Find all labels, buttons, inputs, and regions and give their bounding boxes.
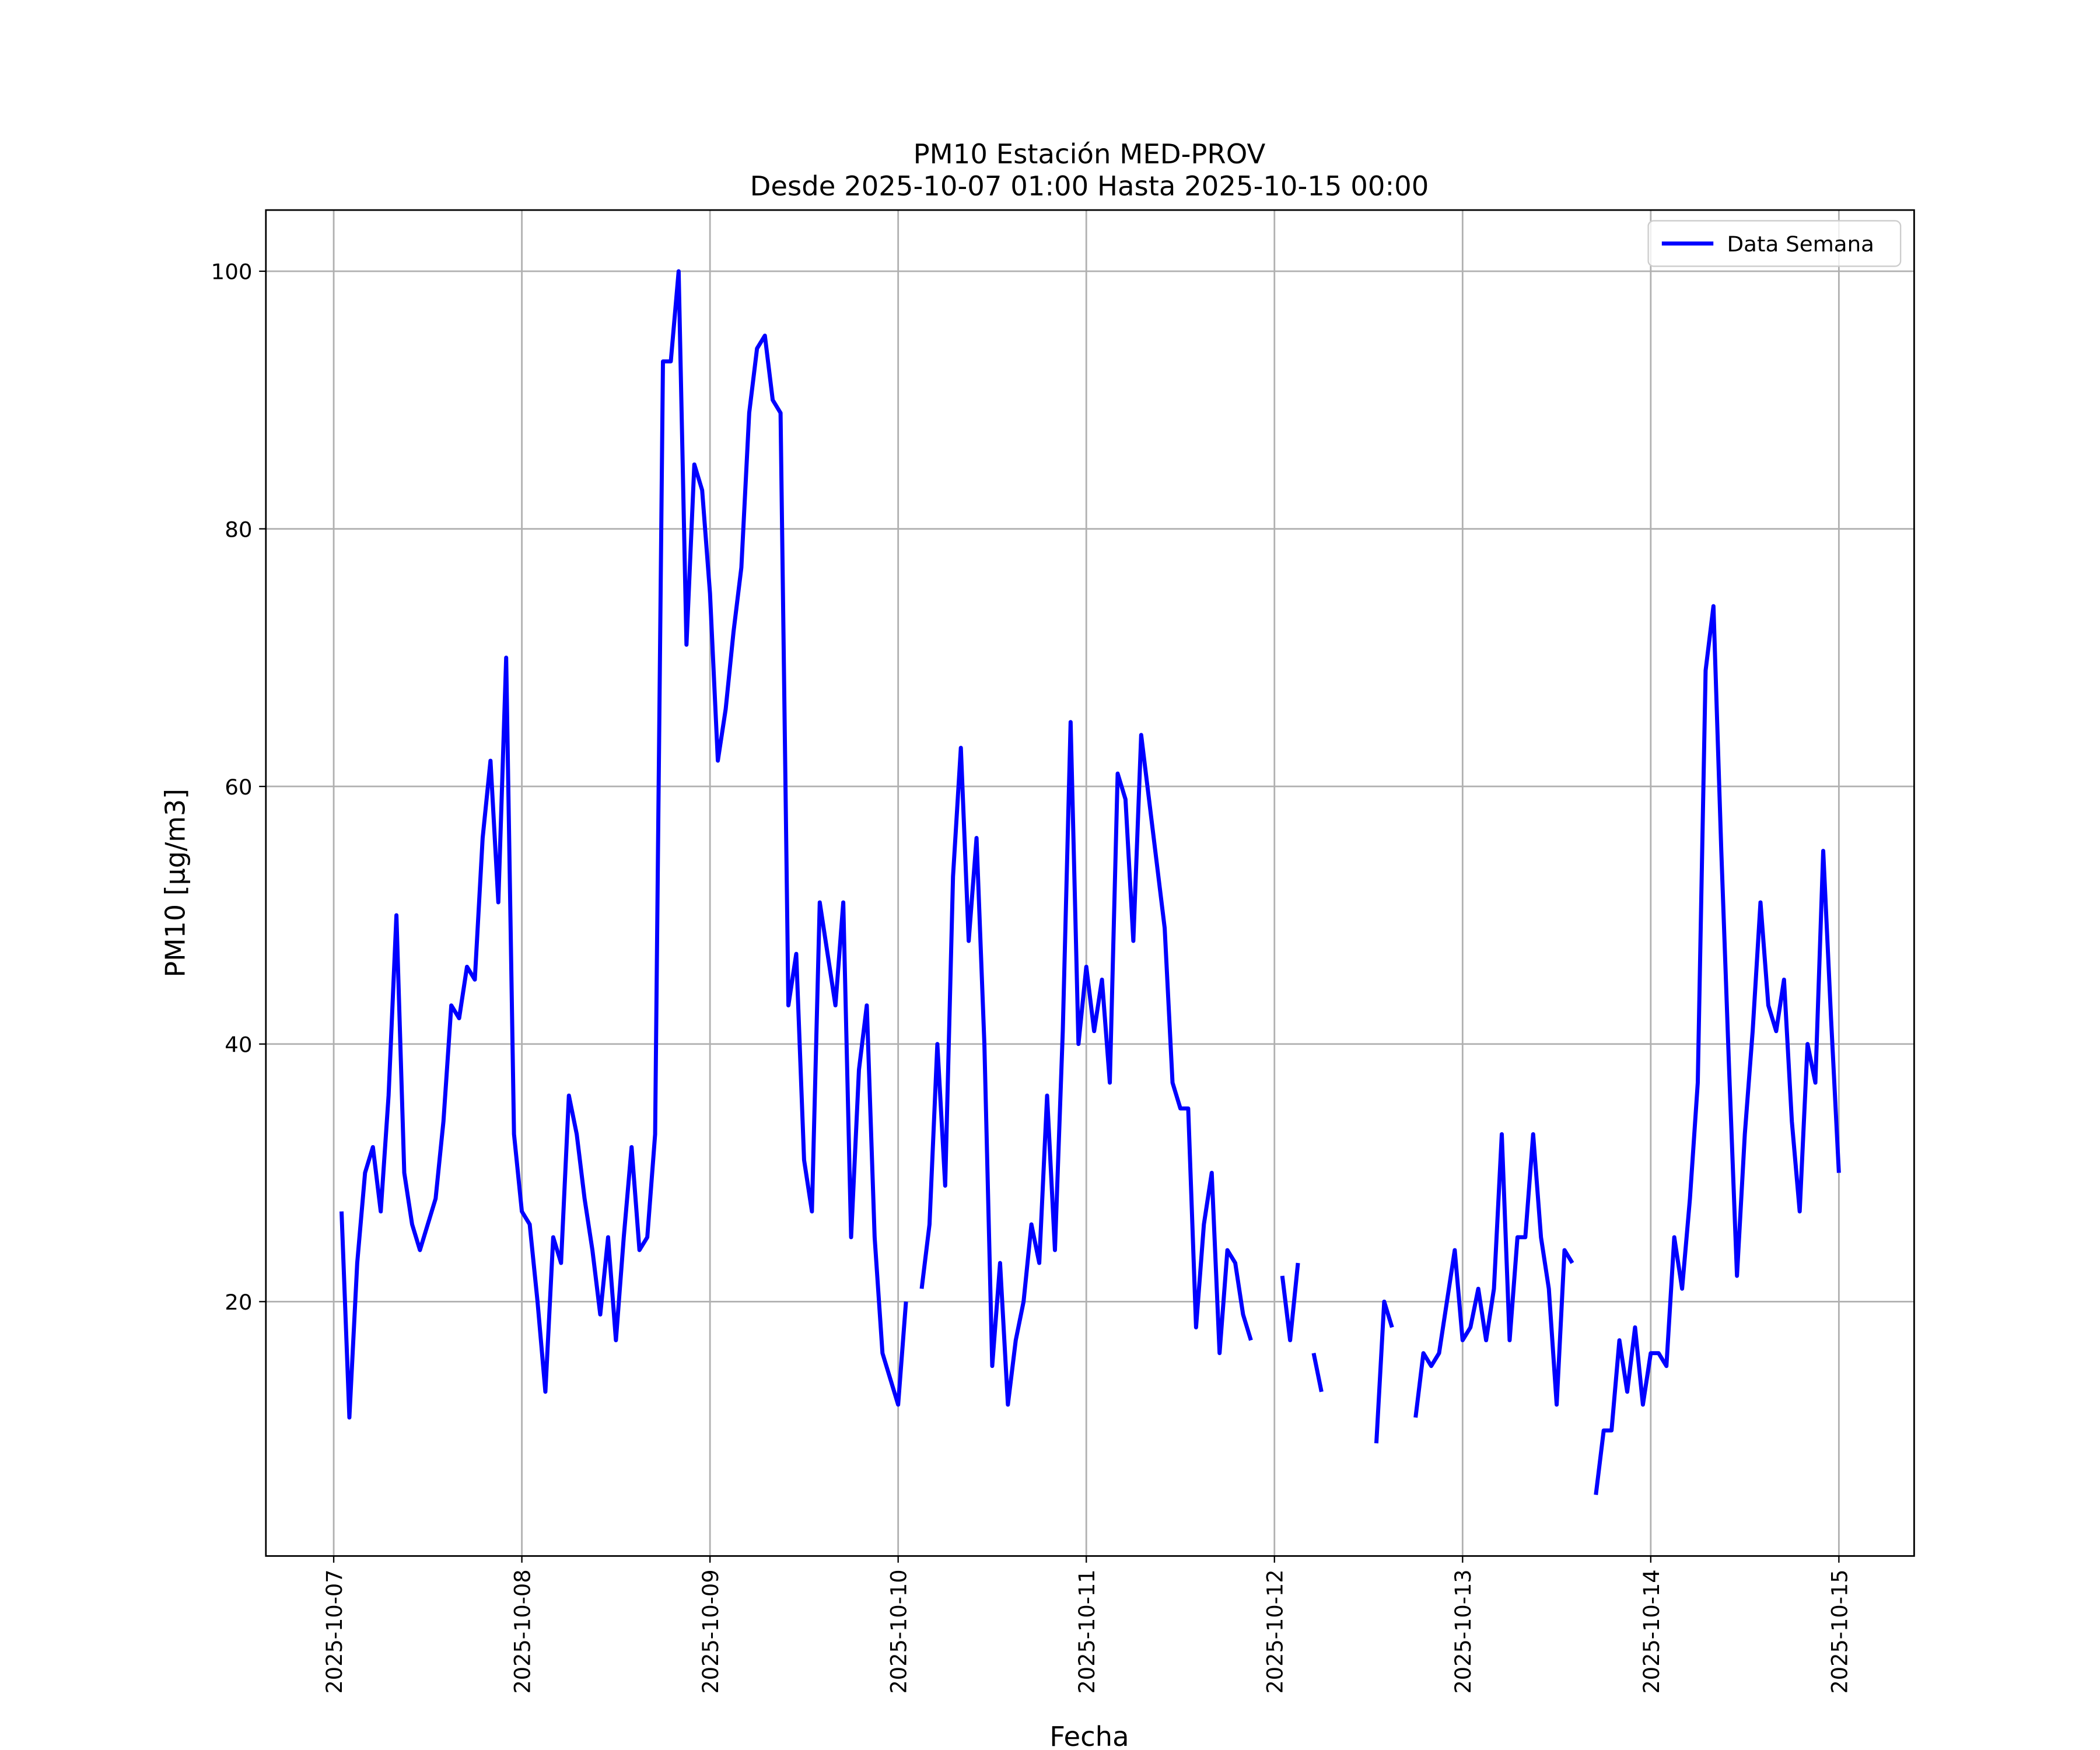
legend-label: Data Semana [1727, 232, 1874, 257]
data-line [340, 269, 1841, 1495]
legend-box [1647, 220, 1902, 267]
x-tick-label: 2025-10-07 [322, 1569, 347, 1693]
chart-title: PM10 Estación MED-PROV [914, 138, 1266, 170]
x-tick-label: 2025-10-11 [1074, 1569, 1100, 1693]
x-axis-label: Fecha [1049, 1721, 1129, 1750]
y-tick-label: 100 [211, 260, 253, 285]
plot-frame [265, 209, 1915, 1557]
x-tick-label: 2025-10-08 [510, 1569, 535, 1693]
x-tick-label: 2025-10-09 [698, 1569, 723, 1693]
x-tick-label: 2025-10-13 [1451, 1569, 1476, 1693]
x-tick-label: 2025-10-15 [1827, 1569, 1852, 1693]
y-tick-label: 20 [225, 1290, 252, 1315]
y-tick-label: 40 [225, 1032, 252, 1058]
x-tick-label: 2025-10-14 [1639, 1569, 1664, 1693]
y-axis-label: PM10 [μg/m3] [159, 789, 191, 978]
x-tick-label: 2025-10-10 [886, 1569, 911, 1693]
chart-subtitle: Desde 2025-10-07 01:00 Hasta 2025-10-15 … [750, 170, 1429, 202]
y-tick-label: 60 [225, 775, 252, 800]
y-tick-label: 80 [225, 517, 252, 542]
x-tick-label: 2025-10-12 [1262, 1569, 1287, 1693]
